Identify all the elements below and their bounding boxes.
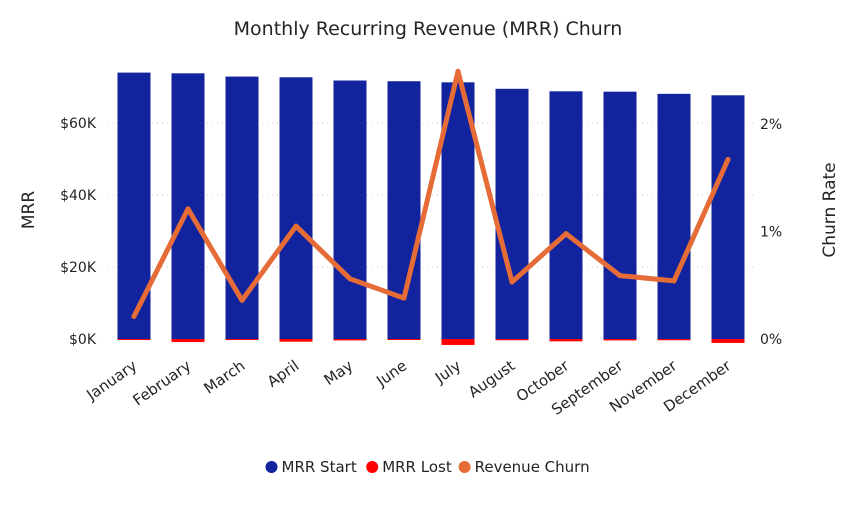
revenue-churn-point xyxy=(239,297,245,303)
mrr-lost-bar xyxy=(117,339,151,340)
x-tick-label: April xyxy=(264,357,302,391)
mrr-lost-bar xyxy=(387,339,421,340)
mrr-lost-bar xyxy=(603,339,637,341)
mrr-lost-bar xyxy=(711,339,745,343)
mrr-start-bar xyxy=(171,73,205,339)
revenue-churn-point xyxy=(671,278,677,284)
revenue-churn-point xyxy=(509,279,515,285)
x-tick-label: August xyxy=(465,356,518,401)
right-axis: 0% 1% 2% xyxy=(760,117,782,348)
y-tick-label-left: $60K xyxy=(60,116,97,132)
mrr-lost-bar xyxy=(495,339,529,341)
revenue-churn-point xyxy=(455,68,461,74)
bar-layer xyxy=(117,72,745,345)
mrr-lost-bar xyxy=(333,339,367,341)
legend-label: MRR Start xyxy=(282,458,357,476)
revenue-churn-point xyxy=(563,231,569,237)
mrr-lost-bar xyxy=(441,339,475,345)
legend-label: MRR Lost xyxy=(382,458,452,476)
revenue-churn-point xyxy=(293,223,299,229)
x-tick-label: June xyxy=(372,357,410,391)
y-tick-label-left: $40K xyxy=(60,188,97,204)
y-tick-label-right: 2% xyxy=(760,117,782,133)
revenue-churn-point xyxy=(185,206,191,212)
y-tick-label-left: $0K xyxy=(69,332,97,348)
mrr-lost-bar xyxy=(171,339,205,343)
chart-title: Monthly Recurring Revenue (MRR) Churn xyxy=(234,18,623,40)
x-tick-label: May xyxy=(321,356,357,389)
revenue-churn-point xyxy=(131,313,137,319)
mrr-start-bar xyxy=(333,80,367,340)
x-tick-label: July xyxy=(431,356,464,387)
mrr-lost-bar xyxy=(225,339,259,340)
y-tick-label-right: 0% xyxy=(760,332,782,348)
mrr-lost-bar xyxy=(549,339,583,342)
left-axis: $0K $20K $40K $60K xyxy=(60,116,97,348)
mrr-lost-bar xyxy=(279,339,313,342)
mrr-start-bar xyxy=(117,72,151,339)
mrr-start-bar xyxy=(549,91,583,339)
legend-marker xyxy=(265,461,278,473)
mrr-start-bar xyxy=(279,77,313,339)
mrr-start-bar xyxy=(603,91,637,340)
legend-label: Revenue Churn xyxy=(475,458,590,476)
revenue-churn-line xyxy=(131,68,731,319)
revenue-churn-point xyxy=(347,276,353,282)
mrr-start-bar xyxy=(495,88,529,339)
y-tick-label-left: $20K xyxy=(60,260,97,276)
mrr-start-bar xyxy=(225,76,259,339)
y-axis-title-right: Churn Rate xyxy=(820,162,840,257)
line-layer xyxy=(131,68,731,319)
legend-marker xyxy=(366,461,379,473)
legend-marker xyxy=(458,461,471,473)
x-tick-label: February xyxy=(130,356,195,409)
legend: MRR Start MRR Lost Revenue Churn xyxy=(265,458,590,476)
x-tick-label: March xyxy=(201,357,249,398)
mrr-start-bar xyxy=(711,95,745,339)
y-axis-title-left: MRR xyxy=(19,191,39,229)
y-tick-label-right: 1% xyxy=(760,225,782,241)
grid xyxy=(107,122,755,268)
revenue-churn-point xyxy=(617,273,623,279)
mrr-start-bar xyxy=(657,93,691,339)
revenue-churn-point xyxy=(401,295,407,301)
revenue-churn-point xyxy=(725,156,731,162)
mrr-lost-bar xyxy=(657,339,691,341)
